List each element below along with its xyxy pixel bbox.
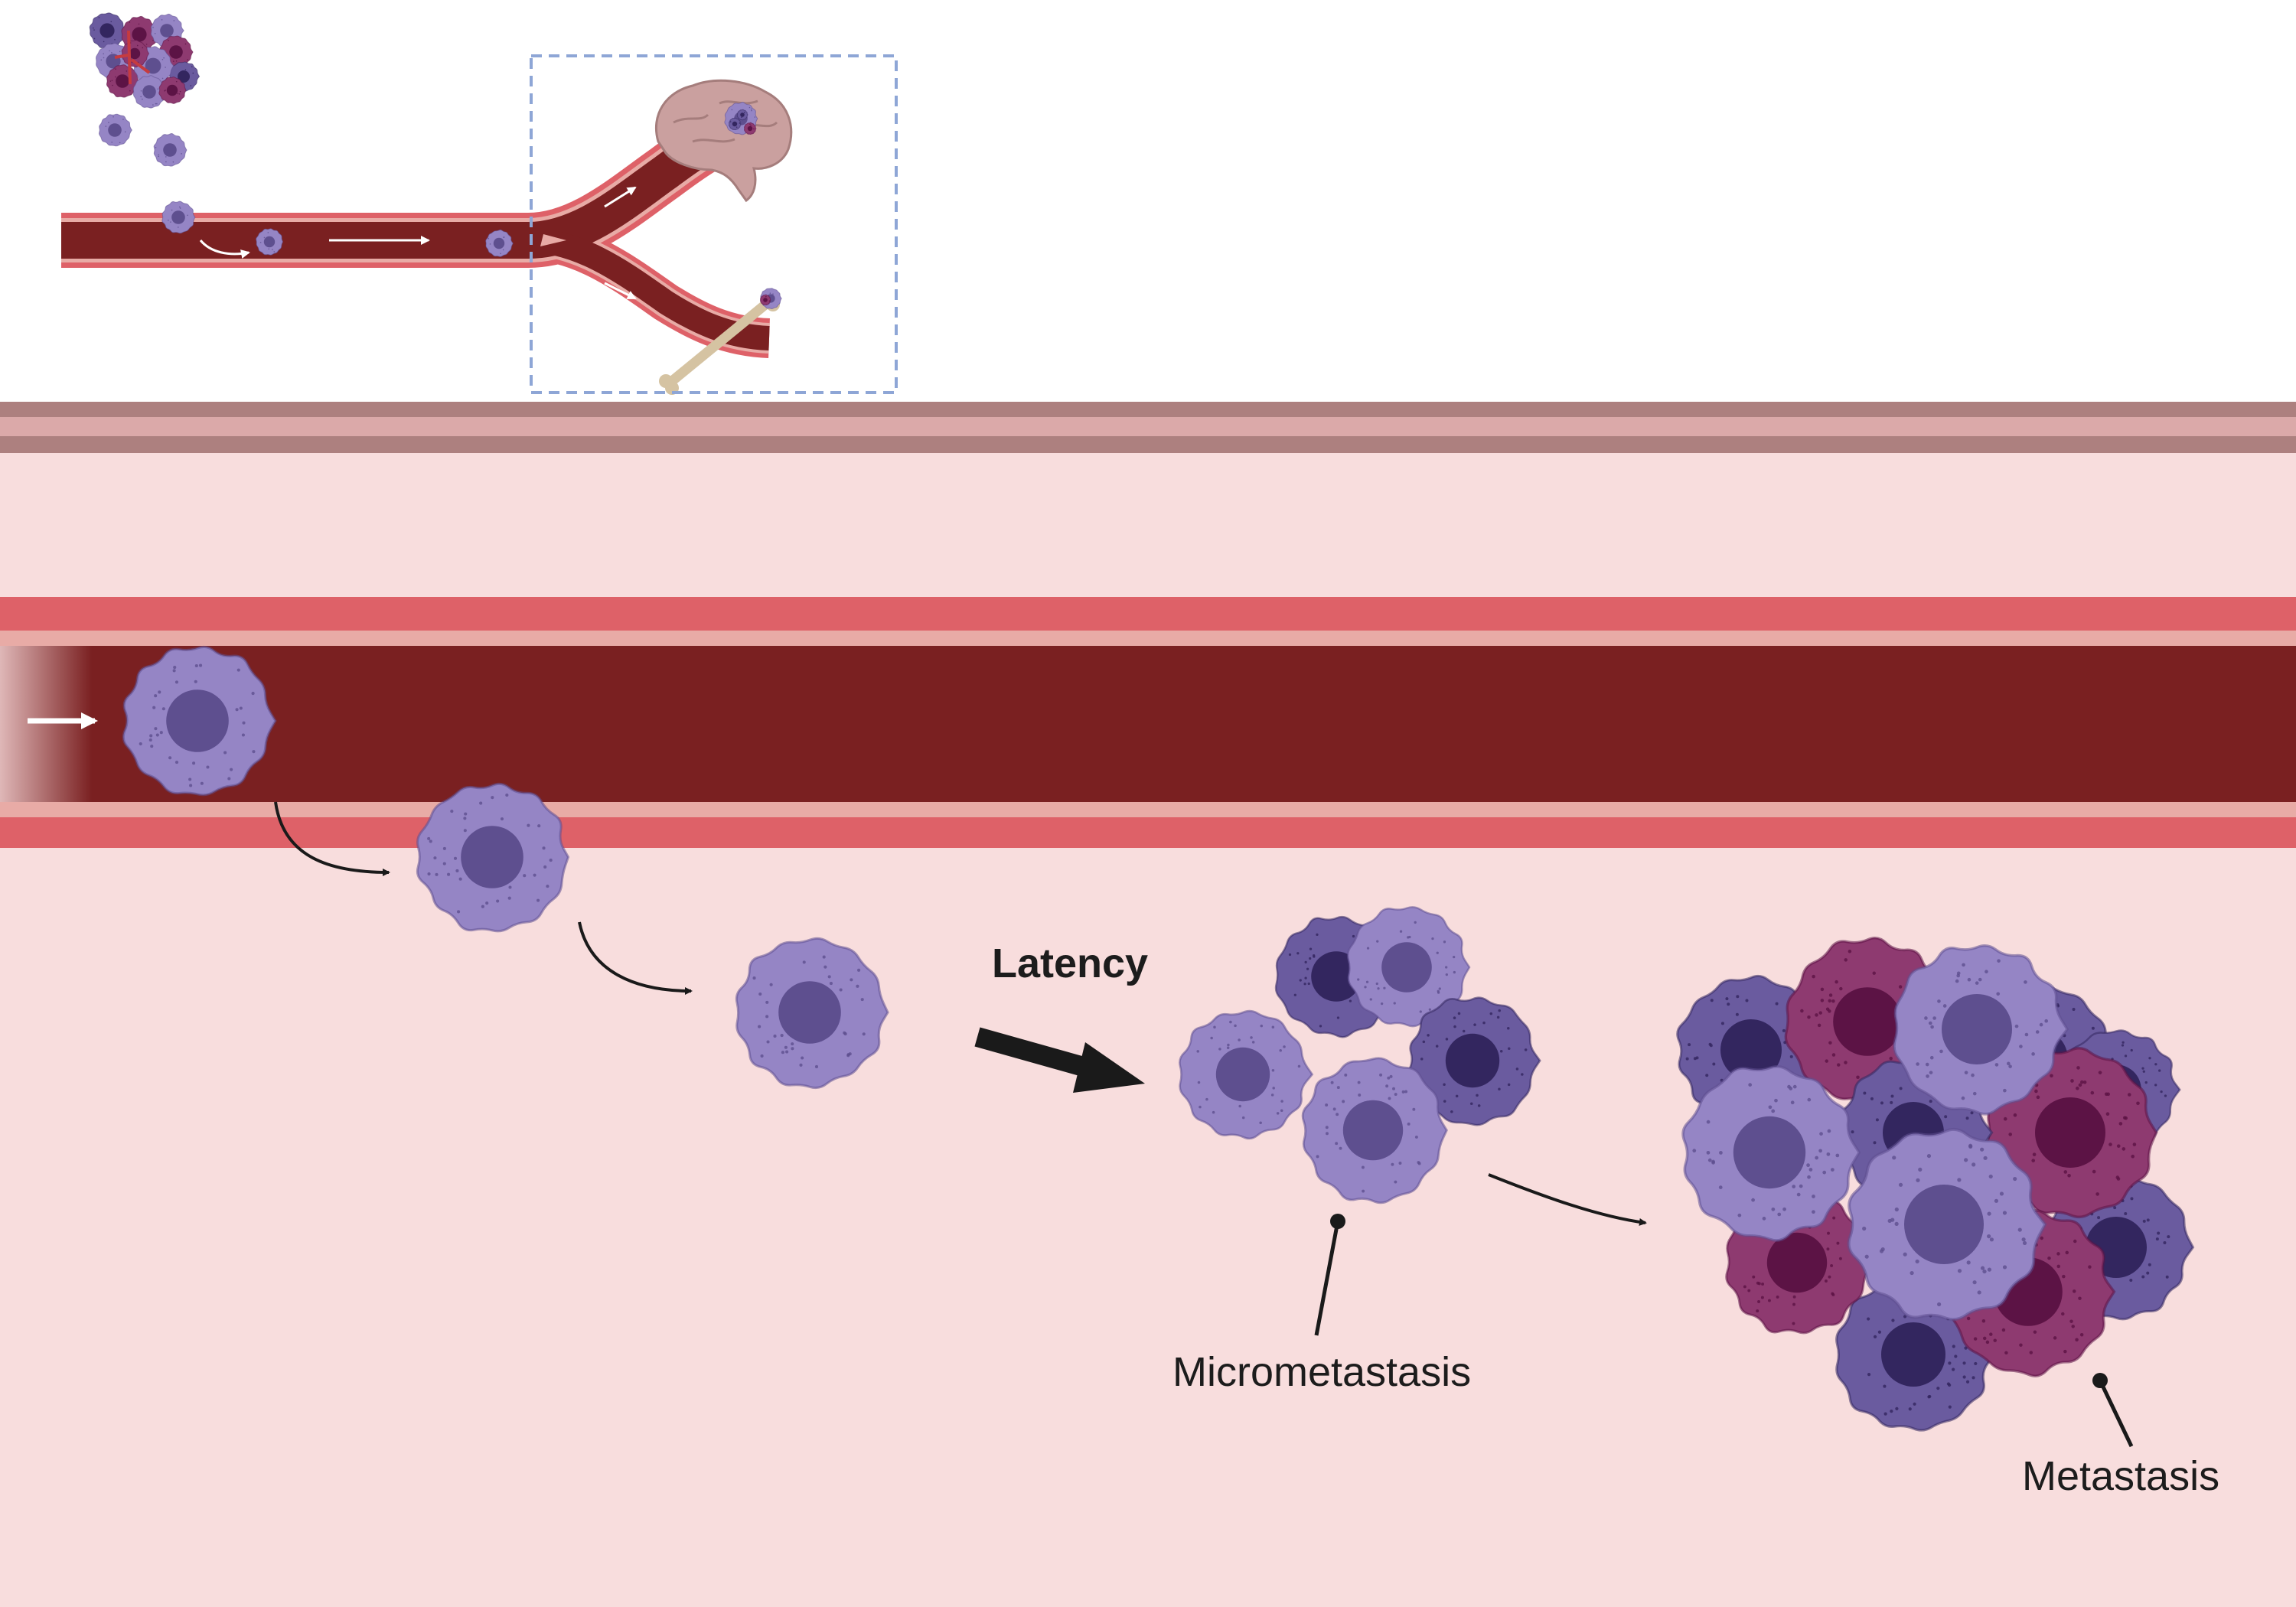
tumor-cell	[485, 229, 514, 257]
tumor-cell	[256, 228, 284, 256]
latency-arrow	[974, 1027, 1145, 1093]
overview-panel	[61, 12, 898, 395]
arrow-icon	[604, 282, 637, 300]
blood-vessel	[0, 597, 2296, 848]
tumor-cell	[1301, 1057, 1448, 1204]
tumor-cell	[158, 77, 187, 104]
extravasation-arrow-1	[274, 801, 390, 876]
tumor-cell	[728, 117, 742, 131]
arrow-icon	[199, 240, 250, 259]
brain-icon	[654, 79, 793, 203]
tumor-cell	[1681, 1064, 1861, 1242]
tissue-membrane	[0, 402, 2296, 453]
tumor-cell	[759, 294, 771, 306]
tumor-cell	[132, 75, 166, 109]
tumor-cell	[1893, 944, 2069, 1116]
tumor-cell	[1346, 906, 1471, 1028]
tumor-cell	[122, 645, 277, 797]
tumor-cell	[743, 122, 757, 135]
tumor-cell	[98, 113, 132, 147]
tumor-cells	[122, 645, 2195, 1432]
overview-cells	[98, 102, 782, 309]
tumor-cell	[89, 12, 126, 49]
primary-tumor-icon	[89, 12, 201, 109]
micrometastasis-label: Micrometastasis	[1172, 1349, 1472, 1395]
tumor-cell	[736, 109, 748, 121]
metastasis-pointer	[2092, 1373, 2134, 1448]
tumor-cell	[1847, 1127, 2047, 1322]
tumor-cell	[1407, 996, 1541, 1126]
micrometastasis-pointer	[1314, 1214, 1345, 1336]
tumor-cell	[161, 200, 196, 234]
tumor-cell	[1179, 1009, 1314, 1140]
tumor-cell	[416, 782, 570, 933]
metastasis-label: Metastasis	[2022, 1453, 2220, 1499]
growth-arrow	[1488, 1173, 1647, 1226]
arrow-icon	[604, 186, 637, 208]
tumor-cell	[153, 132, 188, 167]
extravasation-arrow-2	[578, 921, 693, 995]
selection-box	[530, 54, 898, 394]
tumor-cell	[735, 937, 889, 1090]
latency-label: Latency	[992, 940, 1149, 986]
